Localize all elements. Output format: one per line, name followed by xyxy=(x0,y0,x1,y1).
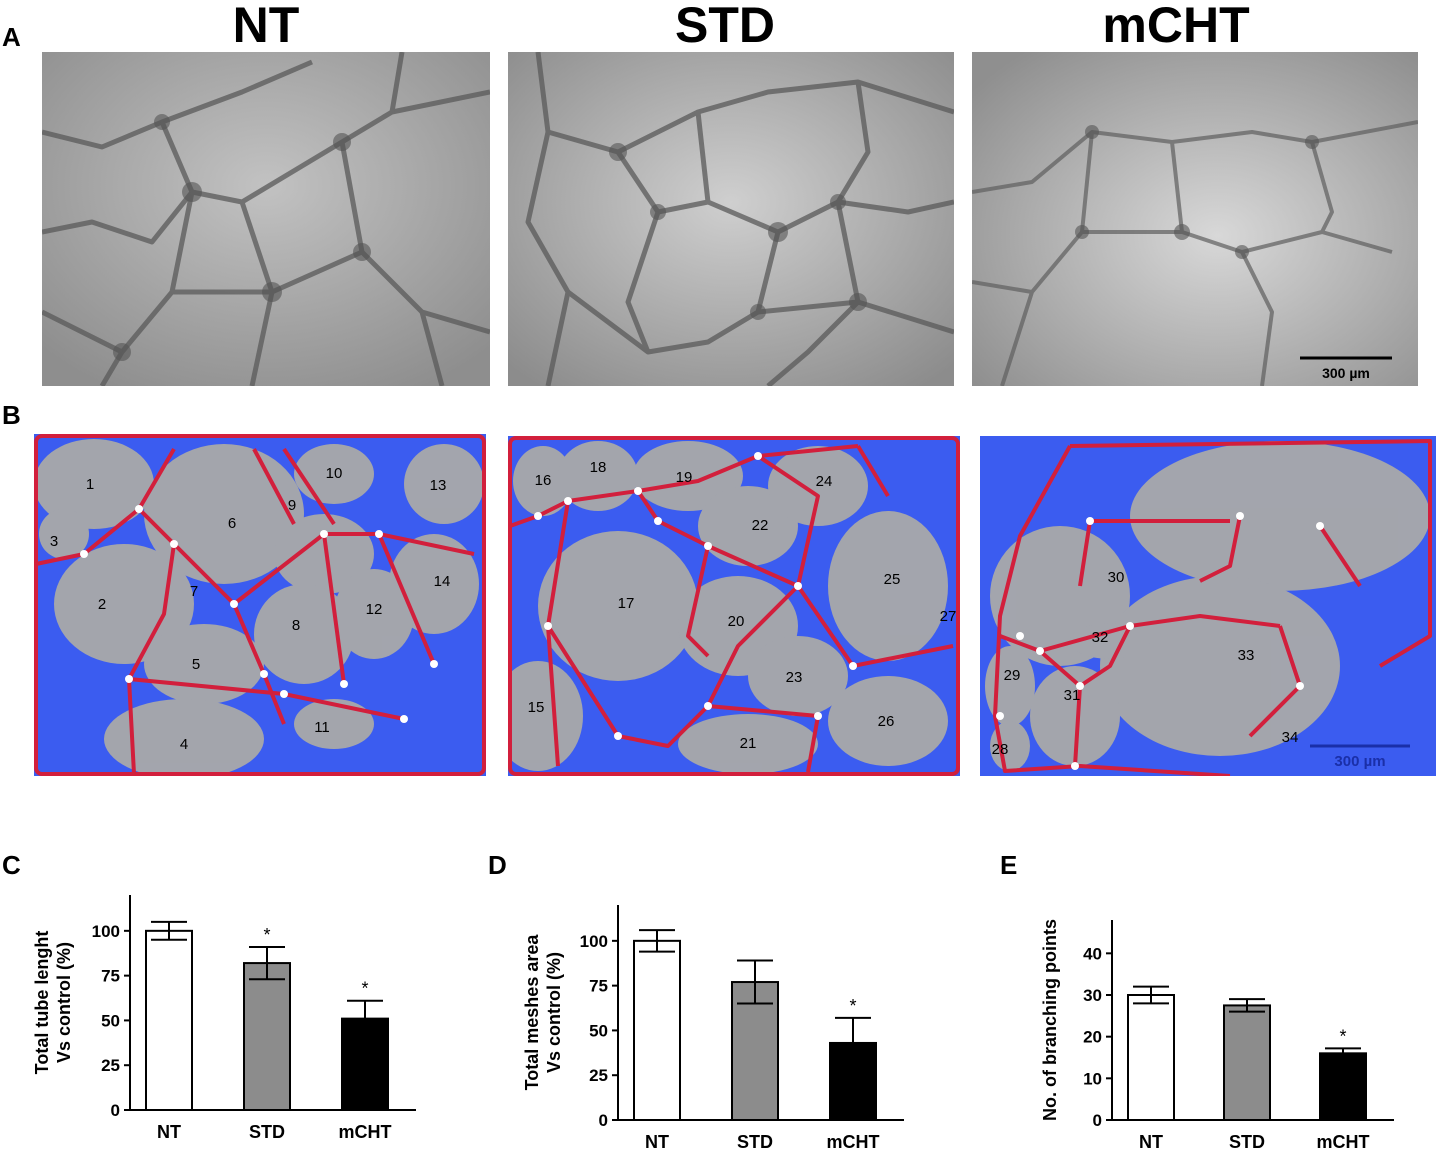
y-axis-label: Vs control (%) xyxy=(544,952,564,1073)
x-tick-label: NT xyxy=(1139,1132,1163,1150)
column-title-nt: NT xyxy=(232,0,300,53)
y-tick-label: 0 xyxy=(599,1111,608,1130)
mesh-label: 2 xyxy=(98,596,106,613)
mesh-label: 23 xyxy=(786,669,803,686)
mesh-label: 32 xyxy=(1092,629,1109,646)
x-tick-label: mCHT xyxy=(339,1122,392,1142)
micrograph-std xyxy=(508,52,954,386)
x-tick-label: STD xyxy=(249,1122,285,1142)
y-tick-label: 0 xyxy=(1093,1111,1102,1130)
mesh-label: 18 xyxy=(590,459,607,476)
x-tick-label: mCHT xyxy=(1317,1132,1370,1150)
mesh-label: 30 xyxy=(1108,569,1125,586)
mesh-label: 12 xyxy=(366,601,383,618)
mesh-label: 8 xyxy=(292,617,300,634)
x-tick-label: mCHT xyxy=(827,1132,880,1150)
x-tick-label: STD xyxy=(737,1132,773,1150)
mesh-label: 29 xyxy=(1004,667,1021,684)
mesh-label: 33 xyxy=(1238,647,1255,664)
mesh-label: 21 xyxy=(740,735,757,752)
mesh-label: 34 xyxy=(1282,729,1299,746)
significance-marker: * xyxy=(263,925,270,945)
column-title-std: STD xyxy=(675,0,775,53)
significance-marker: * xyxy=(1339,1026,1346,1046)
panel-label-d: D xyxy=(488,850,507,880)
y-tick-label: 25 xyxy=(101,1056,120,1075)
mesh-label: 5 xyxy=(192,656,200,673)
panel-label-e: E xyxy=(1000,850,1018,880)
bar-nt xyxy=(633,939,681,1122)
mesh-label: 25 xyxy=(884,571,901,588)
mesh-label: 10 xyxy=(326,465,343,482)
y-tick-label: 75 xyxy=(589,977,608,996)
bar-chart-tube-length: 0 25 50 75 100 Total tube lenght Vs control (%… xyxy=(32,895,416,1142)
mesh-label: 17 xyxy=(618,595,635,612)
mesh-label: 1 xyxy=(86,476,94,493)
segmentation-mcht: 28 29 30 31 32 33 34 300 µm xyxy=(980,436,1436,776)
bar-nt xyxy=(145,929,193,1112)
bar-mcht xyxy=(1319,1052,1367,1121)
micrograph-nt xyxy=(42,52,490,386)
y-tick-label: 25 xyxy=(589,1066,608,1085)
panel-label-c: C xyxy=(2,850,21,880)
significance-marker: * xyxy=(361,979,368,999)
bar-std xyxy=(243,962,291,1112)
mesh-label: 24 xyxy=(816,473,833,490)
y-axis-label: Total tube lenght xyxy=(32,931,52,1075)
mesh-label: 27 xyxy=(940,608,957,625)
y-tick-label: 75 xyxy=(101,967,120,986)
y-tick-label: 50 xyxy=(589,1021,608,1040)
significance-marker: * xyxy=(849,996,856,1016)
bar-nt xyxy=(1127,994,1175,1121)
y-axis-label: No. of branching points xyxy=(1040,919,1060,1121)
mesh-label: 13 xyxy=(430,477,447,494)
bar-std xyxy=(1223,1004,1271,1122)
mesh-label: 4 xyxy=(180,736,188,753)
mesh-label: 14 xyxy=(434,573,451,590)
mesh-label: 16 xyxy=(535,472,552,489)
mesh-label: 15 xyxy=(528,699,545,716)
panel-label-a: A xyxy=(2,22,21,52)
mesh-label: 9 xyxy=(288,497,296,514)
x-tick-label: NT xyxy=(157,1122,181,1142)
y-tick-label: 0 xyxy=(111,1101,120,1120)
mesh-label: 11 xyxy=(314,719,330,736)
y-axis-label: Vs control (%) xyxy=(54,942,74,1063)
x-tick-label: NT xyxy=(645,1132,669,1150)
scale-bar-label: 300 µm xyxy=(1322,365,1370,381)
y-tick-label: 40 xyxy=(1083,944,1102,963)
y-axis-label: Total meshes area xyxy=(522,934,542,1091)
mesh-label: 20 xyxy=(728,613,745,630)
mesh-label: 3 xyxy=(50,533,58,550)
mesh-label: 7 xyxy=(190,583,198,600)
mesh-label: 19 xyxy=(676,469,693,486)
y-tick-label: 100 xyxy=(92,922,120,941)
y-tick-label: 100 xyxy=(580,932,608,951)
y-tick-label: 20 xyxy=(1083,1028,1102,1047)
mesh-label: 6 xyxy=(228,515,236,532)
y-tick-label: 30 xyxy=(1083,986,1102,1005)
mesh-label: 31 xyxy=(1064,687,1081,704)
mesh-label: 26 xyxy=(878,713,895,730)
scale-bar-label: 300 µm xyxy=(1334,753,1385,770)
panel-label-b: B xyxy=(2,400,21,430)
segmentation-nt: 1 2 3 4 5 6 7 8 9 10 11 12 13 14 xyxy=(34,434,486,776)
bar-chart-branching-points: 0 10 20 30 40 No. of branching points NT STD * mC… xyxy=(1040,919,1394,1150)
bar-chart-meshes-area: 0 25 50 75 100 Total meshes area Vs control (%… xyxy=(522,905,904,1150)
mesh-label: 28 xyxy=(992,741,1009,758)
column-title-mcht: mCHT xyxy=(1102,0,1250,53)
x-tick-label: STD xyxy=(1229,1132,1265,1150)
mesh-label: 22 xyxy=(752,517,769,534)
y-tick-label: 50 xyxy=(101,1011,120,1030)
micrograph-mcht: 300 µm xyxy=(972,52,1418,386)
segmentation-std: 15 16 17 18 19 20 21 22 23 24 25 26 27 xyxy=(508,436,960,776)
y-tick-label: 10 xyxy=(1083,1069,1102,1088)
